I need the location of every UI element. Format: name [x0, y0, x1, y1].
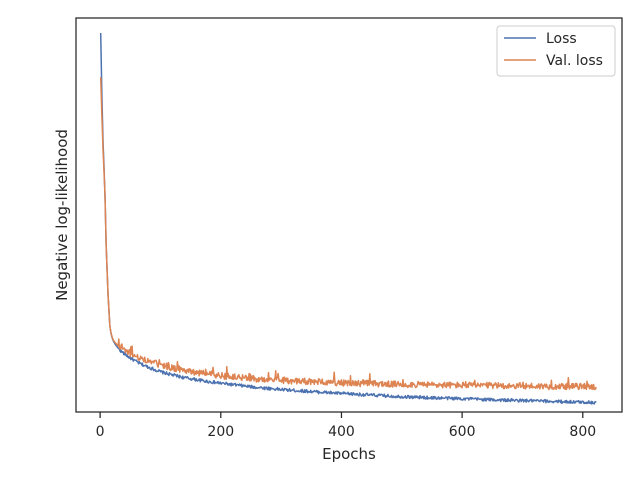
x-axis-ticks: 0 200 400 600 800 — [96, 412, 596, 440]
x-tick-label: 200 — [207, 424, 234, 440]
y-axis-title: Negative log-likelihood — [53, 129, 71, 301]
x-tick-label: 600 — [449, 424, 476, 440]
x-tick-label: 400 — [328, 424, 355, 440]
series-line-loss — [99, 32, 597, 405]
legend: Loss Val. loss — [496, 25, 616, 77]
series-layer — [99, 32, 597, 405]
legend-label-loss: Loss — [546, 31, 577, 47]
series-line-val-loss — [99, 77, 597, 391]
legend-label-val-loss: Val. loss — [546, 53, 603, 69]
x-tick-label: 0 — [96, 424, 105, 440]
x-axis-title: Epochs — [322, 445, 376, 463]
x-tick-label: 800 — [569, 424, 596, 440]
plot-area — [76, 18, 622, 412]
plot-frame — [75, 17, 623, 413]
